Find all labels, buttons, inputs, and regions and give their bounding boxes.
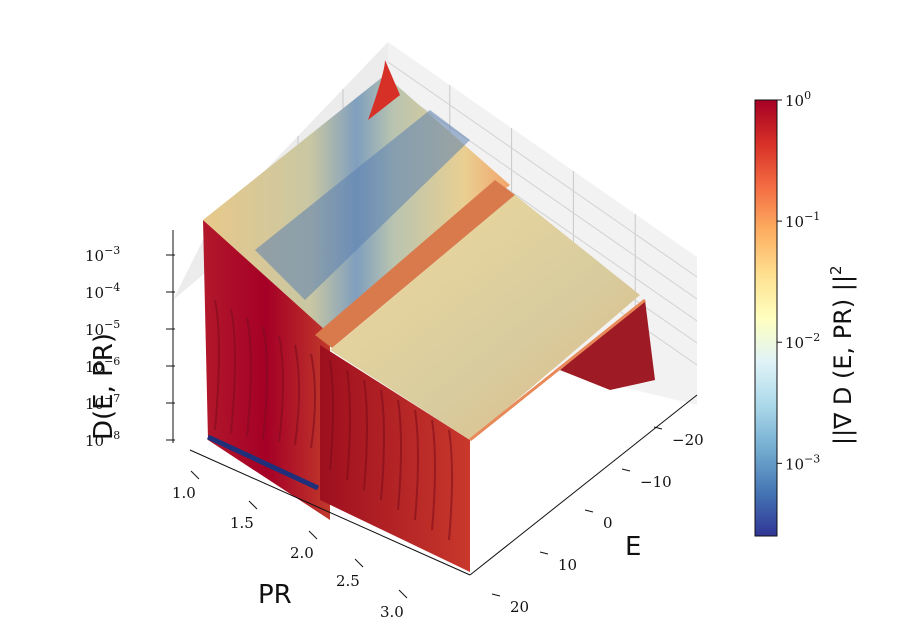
- left-wall-flute: [246, 317, 252, 437]
- z-tick-label: 10−3: [85, 244, 120, 265]
- pr-tick-label: 1.0: [172, 484, 196, 502]
- front-wall-flute: [363, 379, 368, 491]
- left-wall-flute: [230, 308, 236, 434]
- pr-axis-line: [189, 449, 471, 576]
- z-tick-label: 10−7: [85, 392, 120, 413]
- back-right-drop: [560, 300, 655, 390]
- surface: [203, 60, 655, 572]
- left-wall-flute: [214, 299, 220, 431]
- e-tick-label: −10: [640, 473, 672, 491]
- colorbar-tick-label: 10−1: [785, 210, 820, 231]
- front-wall-flute: [448, 429, 453, 541]
- e-tick-mark: [491, 593, 501, 597]
- pr-tick-mark: [248, 500, 258, 510]
- z-axis-label: D(E, PR): [89, 333, 119, 440]
- z-tick-label: 10−6: [85, 355, 120, 376]
- pr-axis-label: PR: [258, 580, 292, 610]
- low-gradient-streak: [255, 110, 470, 300]
- pr-tick-mark: [190, 470, 200, 480]
- e-tick-label: 20: [510, 598, 529, 616]
- left-wall-flute: [294, 344, 300, 446]
- pr-tick-mark: [398, 589, 408, 599]
- pr-tick-label: 3.0: [380, 603, 404, 621]
- pr-tick-label: 2.0: [290, 544, 314, 562]
- front-wall-flute: [329, 359, 334, 471]
- left-wall-flute: [278, 335, 284, 443]
- pr-tick-label: 2.5: [336, 572, 360, 590]
- e-axis-label: E: [625, 532, 641, 562]
- front-wall-flute: [431, 419, 436, 531]
- colorbar-tick-label: 10−2: [785, 331, 820, 352]
- e-tick-mark: [539, 551, 549, 555]
- e-tick-mark: [621, 468, 631, 472]
- top-surface-lower: [330, 195, 640, 440]
- front-edge: [469, 298, 646, 442]
- front-wall-flute: [380, 389, 385, 501]
- z-tick-label: 10−5: [85, 318, 120, 339]
- back-cusp: [368, 60, 400, 120]
- axis-lines: [172, 230, 698, 576]
- tick-labels: 10−3 10−4 10−5 10−6 10−7 10−8 1.0 1.5 2.0 2.5 3.0 −…: [85, 244, 704, 621]
- colorbar-ticks: 100 10−1 10−2 10−3: [777, 89, 820, 473]
- e-tick-label: −20: [672, 431, 704, 449]
- left-wall-flute: [310, 353, 316, 449]
- pr-tick-mark: [354, 558, 364, 568]
- front-wall-flute: [346, 369, 351, 481]
- back-grid-horizontal: [387, 61, 698, 278]
- z-tick-label: 10−8: [85, 429, 120, 450]
- ridge-band: [315, 180, 515, 348]
- colorbar-tick-label: 100: [785, 89, 811, 110]
- base-line: [206, 434, 320, 491]
- pr-tick-mark: [308, 530, 318, 540]
- z-tick-label: 10−4: [85, 281, 120, 302]
- e-tick-mark: [584, 509, 594, 513]
- front-wall-flute: [397, 399, 402, 511]
- colorbar-label: ||∇ D (E, PR) ||2: [827, 265, 857, 445]
- pr-tick-label: 1.5: [230, 514, 254, 532]
- e-tick-label: 10: [558, 556, 577, 574]
- colorbar-label-exponent: 2: [827, 265, 845, 275]
- colorbar-tick-label: 10−3: [785, 452, 820, 473]
- colorbar: 100 10−1 10−2 10−3 ||∇ D (E, PR) ||2: [754, 89, 857, 537]
- front-wall-flute: [414, 409, 419, 521]
- e-tick-label: 0: [603, 514, 613, 532]
- left-wall-flute: [262, 326, 268, 440]
- colorbar-gradient: [754, 99, 778, 537]
- e-tick-mark: [653, 426, 663, 430]
- e-axis-line: [469, 394, 698, 576]
